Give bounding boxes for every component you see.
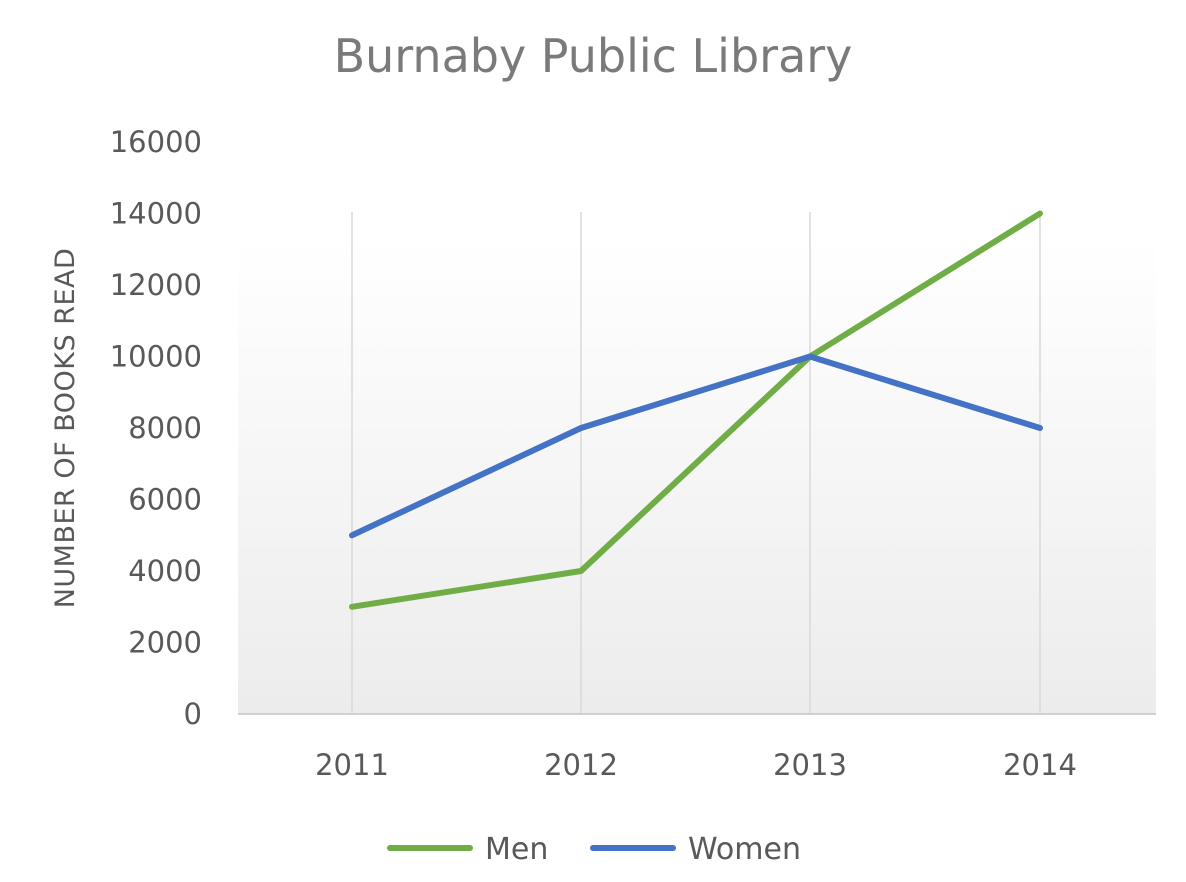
legend-label-men: Men bbox=[485, 832, 548, 867]
y-axis-label: NUMBER OF BOOKS READ bbox=[50, 248, 81, 609]
x-tick-label: 2014 bbox=[1003, 748, 1077, 782]
plot-area bbox=[238, 238, 1156, 714]
series-line-men bbox=[349, 210, 1043, 610]
legend-label-women: Women bbox=[688, 832, 801, 867]
x-tick-label: 2013 bbox=[773, 748, 847, 782]
y-tick-label: 14000 bbox=[110, 197, 202, 231]
chart-title: Burnaby Public Library bbox=[334, 29, 853, 83]
y-tick-label: 16000 bbox=[110, 125, 202, 159]
y-tick-label: 6000 bbox=[128, 483, 202, 517]
y-tick-label: 8000 bbox=[128, 411, 202, 445]
y-tick-label: 10000 bbox=[110, 340, 202, 374]
y-tick-label: 4000 bbox=[128, 554, 202, 588]
y-tick-label: 12000 bbox=[110, 268, 202, 302]
x-tick-label: 2011 bbox=[315, 748, 389, 782]
y-tick-label: 0 bbox=[184, 697, 202, 731]
x-tick-label: 2012 bbox=[544, 748, 618, 782]
series-line-women bbox=[349, 353, 1043, 539]
y-tick-label: 2000 bbox=[128, 626, 202, 660]
legend: Men Women bbox=[387, 832, 801, 867]
